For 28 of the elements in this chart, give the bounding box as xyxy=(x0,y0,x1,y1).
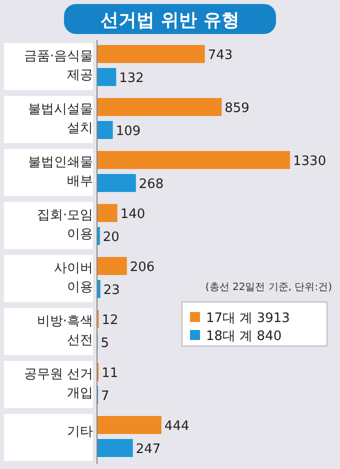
y-tick-label: 기타 xyxy=(67,424,93,440)
y-tick-label: 비방·흑색 선전 xyxy=(36,314,93,348)
data-label: 140 xyxy=(120,207,146,222)
y-tick-label: 집회·모임 이용 xyxy=(36,208,93,242)
data-label: 247 xyxy=(136,442,161,457)
data-label: 23 xyxy=(103,283,120,298)
data-label: 743 xyxy=(208,48,233,63)
data-label: 1330 xyxy=(293,154,326,169)
chart-title: 선거법 위반 유형 xyxy=(100,10,240,31)
annotation: (총선 22일전 기준, 단위:건) xyxy=(205,282,332,293)
data-label: 5 xyxy=(100,336,110,351)
y-tick-label: 금품·음식물 제공 xyxy=(24,49,93,83)
data-label: 859 xyxy=(224,101,250,116)
data-label: 11 xyxy=(102,366,118,381)
y-tick-label: 공무원 선거 개입 xyxy=(24,367,93,401)
data-label: 132 xyxy=(119,71,144,86)
y-tick-label: 불법인쇄물 배부 xyxy=(28,155,93,189)
legend-label: 17대 계 3913 xyxy=(206,311,290,326)
y-tick-label: 사이버 이용 xyxy=(54,261,93,295)
data-label: 206 xyxy=(130,260,155,275)
data-label: 444 xyxy=(164,419,190,434)
data-label: 12 xyxy=(102,313,118,328)
data-label: 268 xyxy=(138,177,164,192)
data-label: 109 xyxy=(116,124,141,139)
data-label: 20 xyxy=(102,230,120,245)
y-tick-label: 불법시설물 설치 xyxy=(28,102,93,136)
data-label: 7 xyxy=(101,389,110,404)
legend-label: 18대 계 840 xyxy=(206,329,282,344)
